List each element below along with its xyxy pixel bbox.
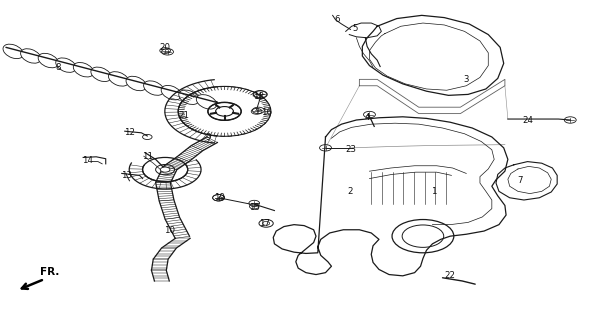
Ellipse shape [197, 95, 217, 109]
Ellipse shape [161, 85, 182, 100]
Text: 3: 3 [463, 75, 469, 84]
Ellipse shape [56, 58, 76, 72]
Ellipse shape [144, 81, 164, 95]
Text: 22: 22 [445, 271, 456, 280]
Ellipse shape [91, 67, 111, 82]
Text: 6: 6 [334, 15, 340, 24]
Text: 2: 2 [347, 187, 353, 196]
Text: 8: 8 [55, 63, 61, 72]
Text: 1: 1 [431, 187, 437, 196]
Text: 20: 20 [160, 43, 170, 52]
Text: 13: 13 [121, 171, 132, 180]
Ellipse shape [3, 44, 23, 59]
Ellipse shape [73, 62, 94, 77]
Text: 21: 21 [179, 111, 189, 120]
Text: 5: 5 [352, 24, 358, 33]
Text: 19: 19 [214, 193, 225, 202]
Text: 18: 18 [253, 92, 264, 100]
Text: 4: 4 [364, 113, 370, 122]
Text: 16: 16 [261, 108, 271, 117]
Text: 24: 24 [522, 116, 533, 125]
Text: 7: 7 [517, 176, 523, 185]
Text: 12: 12 [124, 128, 135, 137]
Ellipse shape [109, 72, 129, 86]
Ellipse shape [179, 90, 199, 104]
Text: 10: 10 [164, 226, 175, 235]
Text: 17: 17 [259, 219, 270, 228]
Ellipse shape [21, 49, 41, 63]
Text: 23: 23 [345, 145, 356, 154]
Ellipse shape [126, 76, 146, 91]
Text: FR.: FR. [40, 267, 60, 277]
Ellipse shape [38, 53, 58, 68]
Text: 11: 11 [142, 152, 153, 161]
Circle shape [216, 107, 233, 116]
Circle shape [160, 167, 170, 172]
Text: 15: 15 [249, 203, 260, 212]
Text: 9: 9 [205, 133, 211, 142]
Text: 14: 14 [83, 156, 93, 164]
